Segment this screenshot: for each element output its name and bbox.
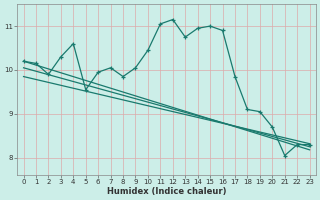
X-axis label: Humidex (Indice chaleur): Humidex (Indice chaleur): [107, 187, 226, 196]
